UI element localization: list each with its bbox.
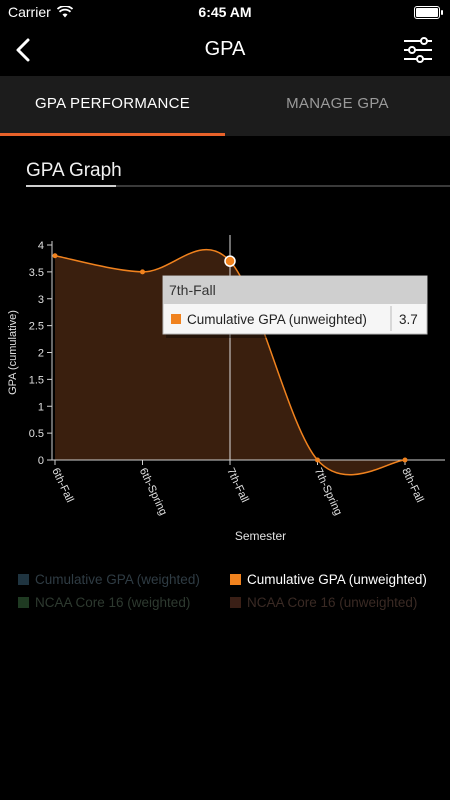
carrier-group: Carrier bbox=[8, 4, 73, 20]
y-tick-label: 1 bbox=[38, 401, 44, 413]
y-tick-label: 4 bbox=[38, 240, 44, 252]
tooltip-value: 3.7 bbox=[399, 312, 418, 327]
y-tick-label: 2 bbox=[38, 348, 44, 360]
section-divider bbox=[26, 185, 450, 187]
legend-item-ncaa-unweighted[interactable]: NCAA Core 16 (unweighted) bbox=[230, 595, 417, 610]
x-tick-label: 6th-Spring bbox=[137, 466, 169, 517]
y-axis-label: GPA (cumulative) bbox=[7, 310, 19, 395]
data-point[interactable] bbox=[315, 457, 320, 463]
legend-swatch bbox=[230, 574, 241, 585]
legend-item-cumulative-unweighted[interactable]: Cumulative GPA (unweighted) bbox=[230, 572, 427, 587]
section-title: GPA Graph bbox=[26, 160, 122, 181]
tab-manage-gpa[interactable]: MANAGE GPA bbox=[286, 95, 389, 112]
data-point[interactable] bbox=[402, 457, 408, 463]
tooltip-swatch bbox=[171, 314, 181, 324]
data-point[interactable] bbox=[140, 269, 145, 275]
page-title: GPA bbox=[204, 38, 246, 60]
legend-label: Cumulative GPA (weighted) bbox=[35, 572, 200, 587]
filter-sliders-icon[interactable] bbox=[402, 34, 434, 66]
x-tick-label: 8th-Fall bbox=[399, 466, 425, 504]
battery-icon bbox=[414, 6, 443, 19]
legend-label: NCAA Core 16 (weighted) bbox=[35, 595, 191, 610]
active-tab-indicator bbox=[0, 133, 225, 136]
y-tick-label: 0 bbox=[38, 455, 44, 467]
tooltip-title: 7th-Fall bbox=[169, 282, 216, 298]
wifi-icon bbox=[56, 6, 73, 18]
carrier-label: Carrier bbox=[8, 4, 51, 20]
tab-gpa-performance[interactable]: GPA PERFORMANCE bbox=[34, 95, 191, 112]
tooltip-header bbox=[163, 276, 427, 304]
y-tick-label: 3.5 bbox=[29, 267, 44, 279]
y-tick-label: 1.5 bbox=[29, 374, 44, 386]
nav-bar: GPA bbox=[0, 24, 450, 76]
legend-label: NCAA Core 16 (unweighted) bbox=[247, 595, 418, 610]
legend-swatch bbox=[18, 574, 29, 585]
y-tick-label: 3 bbox=[38, 294, 44, 306]
legend-swatch bbox=[18, 597, 29, 608]
tooltip-series-label: Cumulative GPA (unweighted) bbox=[187, 312, 367, 327]
gpa-chart[interactable]: 0 0.5 1 1.5 2 2.5 3 3.5 4 6th-Fall 6th-Spring 7th-F… bbox=[0, 200, 450, 560]
legend-label: Cumulative GPA (unweighted) bbox=[247, 572, 427, 587]
tab-bar: GPA PERFORMANCE MANAGE GPA bbox=[0, 76, 450, 136]
x-tick-label: 6th-Fall bbox=[49, 466, 75, 504]
legend-item-cumulative-weighted[interactable]: Cumulative GPA (weighted) bbox=[18, 572, 200, 587]
legend-swatch bbox=[230, 597, 241, 608]
status-time: 6:45 AM bbox=[198, 4, 252, 20]
back-chevron-icon[interactable] bbox=[10, 34, 40, 66]
legend-item-ncaa-weighted[interactable]: NCAA Core 16 (weighted) bbox=[18, 595, 190, 610]
series-line bbox=[54, 248, 406, 476]
data-point-highlighted[interactable] bbox=[224, 255, 236, 267]
y-tick-label: 0.5 bbox=[29, 428, 44, 440]
x-axis-label: Semester bbox=[235, 529, 286, 543]
data-point[interactable] bbox=[52, 253, 58, 259]
status-bar: Carrier 6:45 AM bbox=[0, 0, 450, 24]
y-tick-label: 2.5 bbox=[29, 321, 44, 333]
x-tick-label: 7th-Fall bbox=[224, 466, 250, 504]
